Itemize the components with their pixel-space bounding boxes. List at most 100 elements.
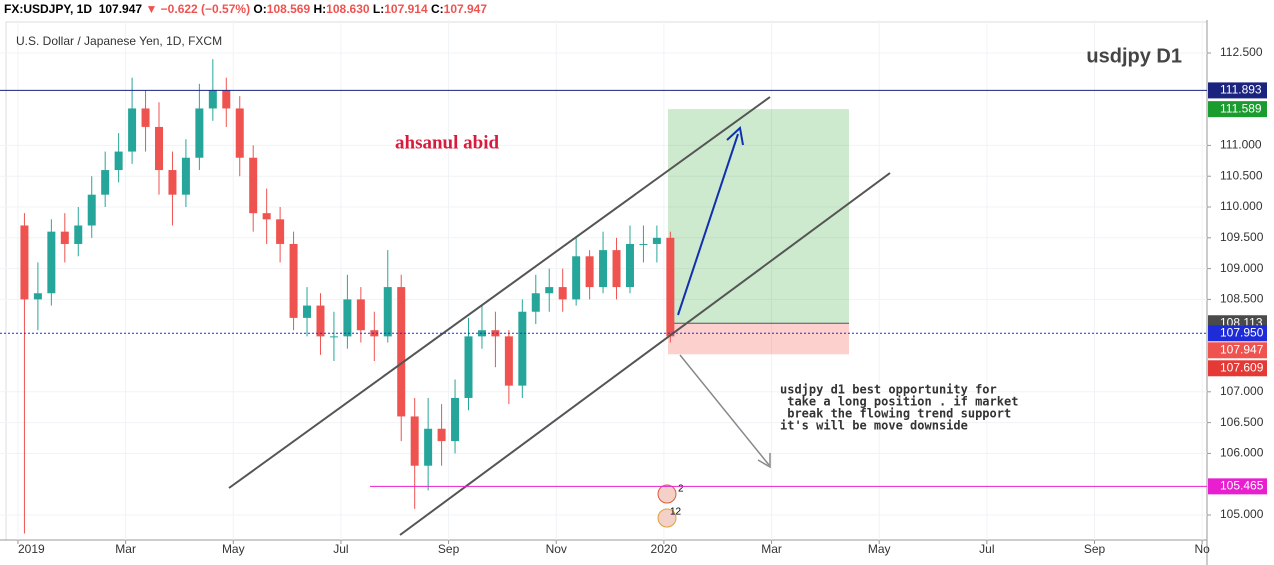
up-arrow bbox=[677, 133, 739, 316]
candle-body bbox=[208, 89, 217, 109]
y-tick-label: 110.000 bbox=[1220, 199, 1263, 213]
y-tick-label: 109.000 bbox=[1220, 261, 1264, 275]
event-count: 2 bbox=[678, 484, 684, 495]
candle-body bbox=[558, 287, 567, 300]
candle-body bbox=[599, 250, 608, 288]
candle-body bbox=[545, 287, 554, 294]
l: 107.914 bbox=[384, 2, 428, 16]
y-tick-label: 108.500 bbox=[1220, 292, 1264, 306]
event-icon[interactable] bbox=[657, 508, 677, 528]
candle-body bbox=[276, 219, 285, 244]
candle-body bbox=[20, 225, 29, 300]
price-badge bbox=[1208, 101, 1267, 118]
change: −0.622 (−0.57%) bbox=[160, 2, 251, 16]
candle-body bbox=[464, 336, 473, 398]
y-tick-label: 112.500 bbox=[1220, 45, 1263, 59]
up-arrow-head bbox=[726, 126, 744, 146]
o: 108.569 bbox=[266, 2, 311, 16]
channel-upper bbox=[228, 96, 771, 489]
symbol: FX:USDJPY, 1D bbox=[4, 2, 93, 16]
x-tick-label: No bbox=[1194, 542, 1210, 556]
channel-lower bbox=[399, 172, 891, 536]
candle-body bbox=[437, 428, 446, 442]
last: 107.947 bbox=[98, 2, 143, 16]
note-line: break the flowing trend support bbox=[780, 407, 1011, 421]
candle-body bbox=[195, 108, 204, 158]
candle-body bbox=[114, 151, 123, 171]
candle-body bbox=[531, 293, 540, 312]
c: 107.947 bbox=[443, 2, 488, 16]
l-label: L: bbox=[372, 2, 385, 16]
y-tick-label: 110.500 bbox=[1220, 168, 1263, 182]
candle-body bbox=[60, 231, 69, 244]
x-tick-label: Jul bbox=[333, 542, 348, 556]
price-badge-label: 107.947 bbox=[1220, 342, 1264, 356]
candle-body bbox=[316, 305, 325, 337]
candle-body bbox=[155, 126, 164, 171]
h: 108.630 bbox=[326, 2, 370, 16]
chart-title: U.S. Dollar / Japanese Yen, 1D, FXCM bbox=[16, 34, 222, 48]
candle-body bbox=[572, 256, 581, 300]
price-badge-label: 105.465 bbox=[1220, 479, 1264, 493]
y-tick-label: 107.000 bbox=[1220, 384, 1264, 398]
watermark: usdjpy D1 bbox=[1086, 45, 1182, 67]
candle-body bbox=[397, 287, 406, 417]
candle-body bbox=[410, 416, 419, 466]
candle-body bbox=[262, 213, 271, 220]
candle-body bbox=[518, 311, 527, 386]
x-tick-label: 2020 bbox=[651, 542, 678, 556]
arrow: ▼ bbox=[145, 2, 158, 16]
x-tick-label: May bbox=[868, 542, 891, 556]
candle-body bbox=[128, 108, 137, 152]
down-arrow bbox=[679, 354, 770, 466]
note: usdjpy d1 best opportunity for take a lo… bbox=[780, 383, 1018, 433]
price-badge bbox=[1208, 82, 1267, 99]
price-badge-label: 111.893 bbox=[1220, 83, 1262, 97]
note-line: take a long position . if market bbox=[780, 395, 1018, 409]
candle-body bbox=[141, 108, 150, 127]
note-line: it's will be move downside bbox=[780, 419, 968, 433]
x-tick-label: 2019 bbox=[18, 542, 45, 556]
x-tick-label: Nov bbox=[546, 542, 567, 556]
note-line: usdjpy d1 best opportunity for bbox=[780, 383, 997, 397]
candle-body bbox=[451, 397, 460, 442]
y-tick-label: 105.000 bbox=[1220, 507, 1264, 521]
candle-body bbox=[168, 170, 177, 195]
candle-body bbox=[87, 194, 96, 226]
x-tick-label: Mar bbox=[761, 542, 782, 556]
stop-zone bbox=[668, 323, 849, 355]
x-tick-label: Mar bbox=[115, 542, 136, 556]
price-badge bbox=[1208, 478, 1267, 495]
candle-body bbox=[639, 243, 648, 245]
candle-body bbox=[47, 231, 56, 294]
candle-body bbox=[289, 243, 298, 318]
o-label: O: bbox=[253, 2, 267, 16]
price-badge bbox=[1208, 325, 1267, 342]
x-tick-label: Sep bbox=[438, 542, 460, 556]
candle-body bbox=[356, 299, 365, 331]
header: FX:USDJPY, 1D 107.947 ▼ −0.622 (−0.57%) … bbox=[4, 2, 487, 16]
event-icon[interactable] bbox=[657, 484, 677, 504]
layer bbox=[0, 20, 1207, 540]
candle-body bbox=[370, 330, 379, 337]
candle-body bbox=[329, 336, 338, 338]
y-tick-label: 109.500 bbox=[1220, 230, 1264, 244]
candle-body bbox=[612, 250, 621, 288]
event-count: 12 bbox=[670, 507, 682, 518]
candle-body bbox=[74, 225, 83, 244]
candle-body bbox=[383, 287, 392, 337]
candle-body bbox=[101, 170, 110, 195]
y-tick-label: 111.000 bbox=[1220, 138, 1262, 152]
price-badge-label: 107.609 bbox=[1220, 360, 1264, 374]
price-badge bbox=[1208, 360, 1267, 377]
candle-body bbox=[343, 299, 352, 337]
candle-body bbox=[303, 305, 312, 318]
y-tick-label: 106.500 bbox=[1220, 415, 1264, 429]
candle-body bbox=[585, 256, 594, 288]
x-tick-label: Jul bbox=[979, 542, 994, 556]
candle-body bbox=[33, 293, 42, 300]
candle-body bbox=[625, 243, 634, 288]
author: ahsanul abid bbox=[395, 132, 499, 153]
